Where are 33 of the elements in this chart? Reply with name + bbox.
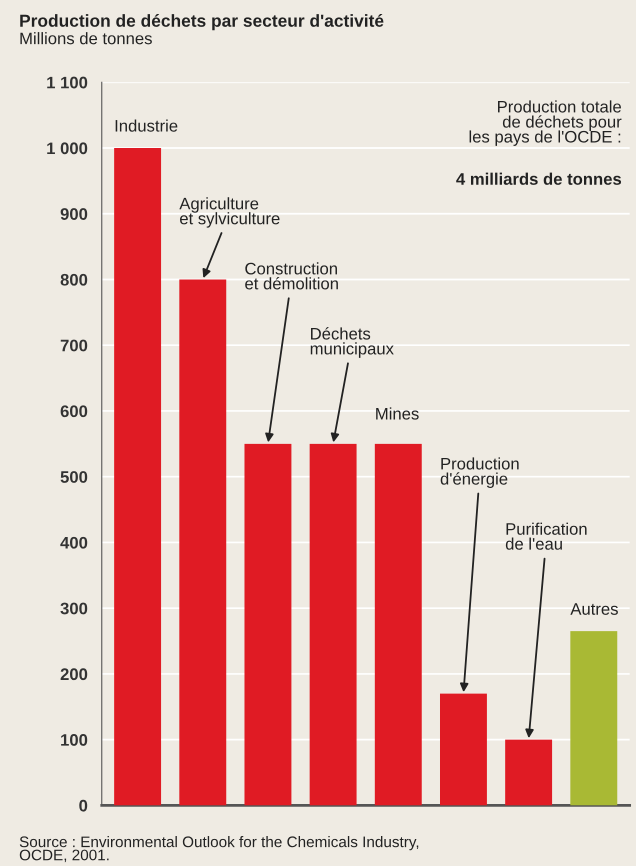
annotation: Production totale de déchets pour les pays de l'OCDE :	[470, 100, 622, 146]
x-tick-label: Autres	[570, 603, 618, 615]
bar	[310, 444, 357, 806]
bar	[570, 631, 618, 806]
y-tick-label: 0	[79, 800, 88, 812]
y-tick-label: 100	[61, 734, 88, 746]
y-axis-title: Millions de tonnes	[20, 32, 152, 44]
chart-title: Production de déchets par secteur d'activité	[20, 14, 384, 30]
y-tick-label: 800	[60, 274, 88, 286]
x-tick-label: Agriculture et sylviculture	[179, 197, 280, 228]
bar	[440, 694, 487, 806]
x-tick-label: Déchets municipaux	[310, 327, 394, 358]
y-tick-label: 200	[60, 668, 88, 680]
bar	[374, 444, 422, 806]
bar	[114, 148, 162, 806]
bar	[179, 279, 226, 806]
y-tick-label: 600	[60, 405, 88, 418]
source-note: Source : Environmental Outlook for the Chemicals Industry, OCDE, 2001.	[20, 836, 418, 862]
x-tick-label: Construction et démolition	[245, 262, 338, 290]
bar	[505, 740, 552, 806]
x-tick-label: Purification de l'eau	[506, 522, 587, 550]
y-tick-label: 500	[60, 471, 88, 483]
bar	[244, 444, 292, 806]
y-tick-label: 1 000	[47, 142, 88, 154]
y-tick-label: 700	[60, 340, 88, 352]
x-tick-label: Mines	[376, 407, 419, 420]
annotation: 4 milliards de tonnes	[456, 172, 622, 185]
y-tick-label: 1 100	[47, 76, 88, 88]
y-tick-label: 400	[60, 536, 88, 549]
y-tick-label: 900	[60, 208, 88, 220]
x-tick-label: Production d'énergie	[440, 457, 519, 488]
y-tick-label: 300	[60, 602, 88, 614]
x-tick-label: Industrie	[116, 119, 178, 132]
